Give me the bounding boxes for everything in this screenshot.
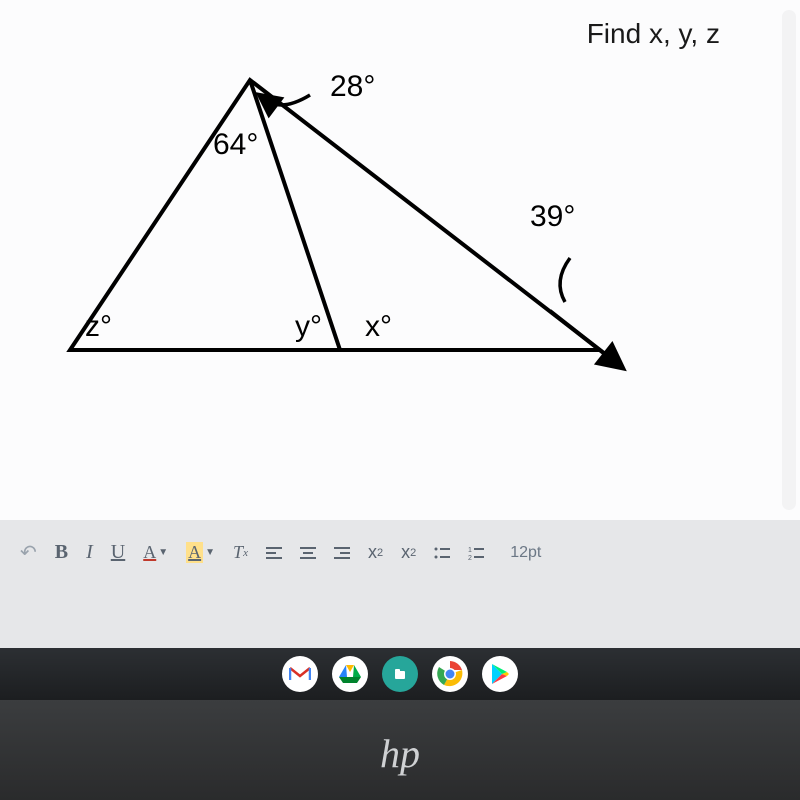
google-drive-icon[interactable]	[332, 656, 368, 692]
chevron-down-icon: ▼	[205, 547, 215, 558]
angle-label-64: 64°	[213, 128, 258, 162]
svg-text:2: 2	[468, 555, 472, 560]
angle-label-28: 28°	[330, 70, 375, 104]
angle-label-z: z°	[85, 310, 112, 344]
text-color-glyph: A	[143, 542, 156, 563]
vertical-scrollbar[interactable]	[782, 10, 796, 510]
highlight-glyph: A	[186, 542, 203, 563]
clear-formatting-button[interactable]: Tx	[233, 542, 248, 563]
angle-label-y: y°	[295, 310, 322, 344]
triangle-diagram: 64° 28° 39° z° y° x°	[30, 50, 630, 370]
document-canvas: Find x, y, z 64° 28°	[0, 0, 800, 520]
monitor-screen: Find x, y, z 64° 28°	[0, 0, 800, 700]
bullet-list-button[interactable]	[434, 546, 450, 560]
superscript-button[interactable]: x2	[368, 542, 383, 563]
chevron-down-icon: ▼	[158, 547, 168, 558]
angle-label-x: x°	[365, 310, 392, 344]
files-icon[interactable]	[382, 656, 418, 692]
problem-prompt: Find x, y, z	[587, 18, 720, 50]
font-size-label[interactable]: 12pt	[510, 544, 541, 562]
align-center-button[interactable]	[300, 546, 316, 560]
svg-text:1: 1	[468, 547, 472, 554]
align-left-button[interactable]	[266, 546, 282, 560]
subscript-button[interactable]: x2	[401, 542, 416, 563]
italic-button[interactable]: I	[86, 541, 93, 564]
rich-text-toolbar: ↶ B I U A▼ A▼ Tx x2 x2 12 12pt	[20, 540, 541, 565]
undo-button[interactable]: ↶	[20, 540, 37, 565]
angle-label-39: 39°	[530, 200, 575, 234]
text-color-button[interactable]: A▼	[143, 542, 168, 563]
play-store-icon[interactable]	[482, 656, 518, 692]
gmail-icon[interactable]	[282, 656, 318, 692]
numbered-list-button[interactable]: 12	[468, 546, 484, 560]
chrome-icon[interactable]	[432, 656, 468, 692]
bold-button[interactable]: B	[55, 541, 68, 564]
hp-logo: hp	[380, 730, 420, 777]
highlight-button[interactable]: A▼	[186, 542, 215, 563]
align-right-button[interactable]	[334, 546, 350, 560]
os-taskbar	[0, 648, 800, 700]
underline-button[interactable]: U	[111, 541, 125, 564]
